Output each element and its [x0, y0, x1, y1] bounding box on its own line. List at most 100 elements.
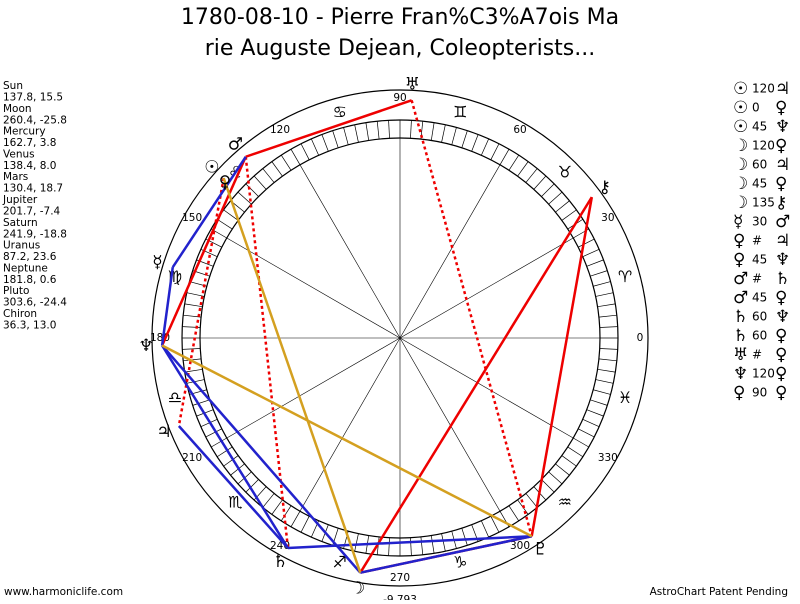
aspect-line [359, 196, 593, 574]
zodiac-sign: ♉ [558, 163, 572, 182]
aspect-glyph: ☿ [733, 212, 743, 232]
hatch [186, 379, 205, 384]
degree-label: 270 [390, 572, 410, 584]
aspect-glyph: ♀ [775, 288, 787, 308]
hatch [230, 463, 245, 476]
aspect-line [410, 99, 533, 537]
hatch [410, 120, 412, 139]
hatch [593, 389, 611, 395]
hatch [321, 134, 329, 152]
hatch [223, 455, 239, 467]
hatch [237, 191, 252, 205]
aspect-glyph: ☽ [733, 193, 748, 213]
aspect-glyph: ♆ [733, 364, 748, 384]
aspect-line [530, 196, 594, 537]
aspect-glyph: ♅ [733, 345, 748, 365]
planet-glyph: ♃ [156, 422, 171, 442]
aspect-glyph: ☉ [733, 98, 748, 118]
hatch [561, 455, 577, 467]
hatch [590, 270, 608, 277]
planet-coords: 162.7, 3.8 [3, 137, 56, 149]
aspect-angle: 135 [752, 196, 775, 210]
planet-glyph: ♄ [273, 552, 288, 572]
hatch [182, 348, 201, 350]
aspect-angle: 120 [752, 139, 775, 153]
aspect-line [177, 425, 289, 549]
hatch [555, 463, 570, 476]
hatch [262, 493, 275, 508]
hatch [280, 154, 292, 171]
hatch [490, 516, 500, 533]
hatch [525, 493, 538, 508]
footer-right: AstroChart Patent Pending [650, 586, 788, 598]
hatch [245, 479, 259, 493]
hatch [508, 505, 520, 522]
aspect-angle: 45 [752, 177, 767, 191]
hatch [598, 314, 617, 318]
aspect-line [161, 344, 362, 574]
hatch [300, 516, 310, 533]
zodiac-sign: ♎ [168, 388, 182, 407]
aspect-glyph: ♆ [775, 250, 790, 270]
aspect-glyph: ♀ [775, 345, 787, 365]
planet-glyph: ♀ [219, 173, 231, 193]
planet-coords: 260.4, -25.8 [3, 114, 67, 126]
hatch [354, 533, 359, 552]
degree-label: 90 [393, 92, 406, 104]
aspect-line [160, 156, 247, 346]
hatch [388, 120, 390, 139]
hatch [441, 533, 446, 552]
hatch [548, 191, 563, 205]
planet-coords: 201.7, -7.4 [3, 206, 61, 218]
planet-coords: 130.4, 18.7 [3, 183, 63, 195]
title-line: 1780-08-10 - Pierre Fran%C3%A7ois Ma [181, 5, 619, 30]
hatch [578, 428, 595, 438]
hatch [499, 149, 510, 165]
spoke [399, 164, 501, 339]
aspect-glyph: ♀ [775, 136, 787, 156]
aspect-angle: 90 [752, 386, 767, 400]
aspect-angle: 60 [752, 158, 767, 172]
hatch [271, 161, 283, 177]
aspect-line [287, 534, 532, 550]
hatch [192, 399, 210, 406]
planet-name: Chiron [3, 308, 37, 320]
hatch [441, 124, 446, 143]
hatch [430, 535, 435, 554]
aspect-glyph: ☽ [733, 155, 748, 175]
hatch [216, 446, 233, 458]
spoke [226, 237, 401, 339]
hatch [223, 209, 239, 221]
aspect-glyph: ♃ [775, 231, 790, 251]
hatch [211, 437, 227, 448]
aspect-glyph: ⚷ [775, 193, 787, 213]
hatch [388, 537, 390, 556]
hatch [253, 175, 267, 190]
footer-left: www.harmoniclife.com [4, 586, 123, 598]
hatch [343, 127, 349, 145]
hatch [376, 121, 380, 140]
aspect-glyph: ♀ [733, 250, 745, 270]
hatch [216, 218, 233, 230]
zodiac-sign: ♋ [333, 102, 347, 121]
hatch [354, 124, 359, 143]
aspect-glyph: ♆ [775, 307, 790, 327]
hatch [184, 303, 203, 308]
aspect-angle: # [752, 348, 762, 362]
aspect-line [161, 344, 533, 538]
hatch [525, 168, 538, 183]
aspect-glyph: ♄ [733, 307, 748, 327]
hatch [420, 536, 424, 555]
planet-glyph: ♇ [533, 540, 548, 560]
aspect-angle: 45 [752, 120, 767, 134]
hatch [186, 292, 205, 297]
planet-name: Mercury [3, 126, 46, 138]
aspect-glyph: ♀ [733, 231, 745, 251]
planet-name: Saturn [3, 217, 38, 229]
hatch [481, 138, 489, 156]
spoke [226, 337, 401, 439]
zodiac-sign: ♓ [618, 388, 632, 407]
planet-glyph: ⚷ [598, 178, 610, 198]
hatch [290, 149, 301, 165]
